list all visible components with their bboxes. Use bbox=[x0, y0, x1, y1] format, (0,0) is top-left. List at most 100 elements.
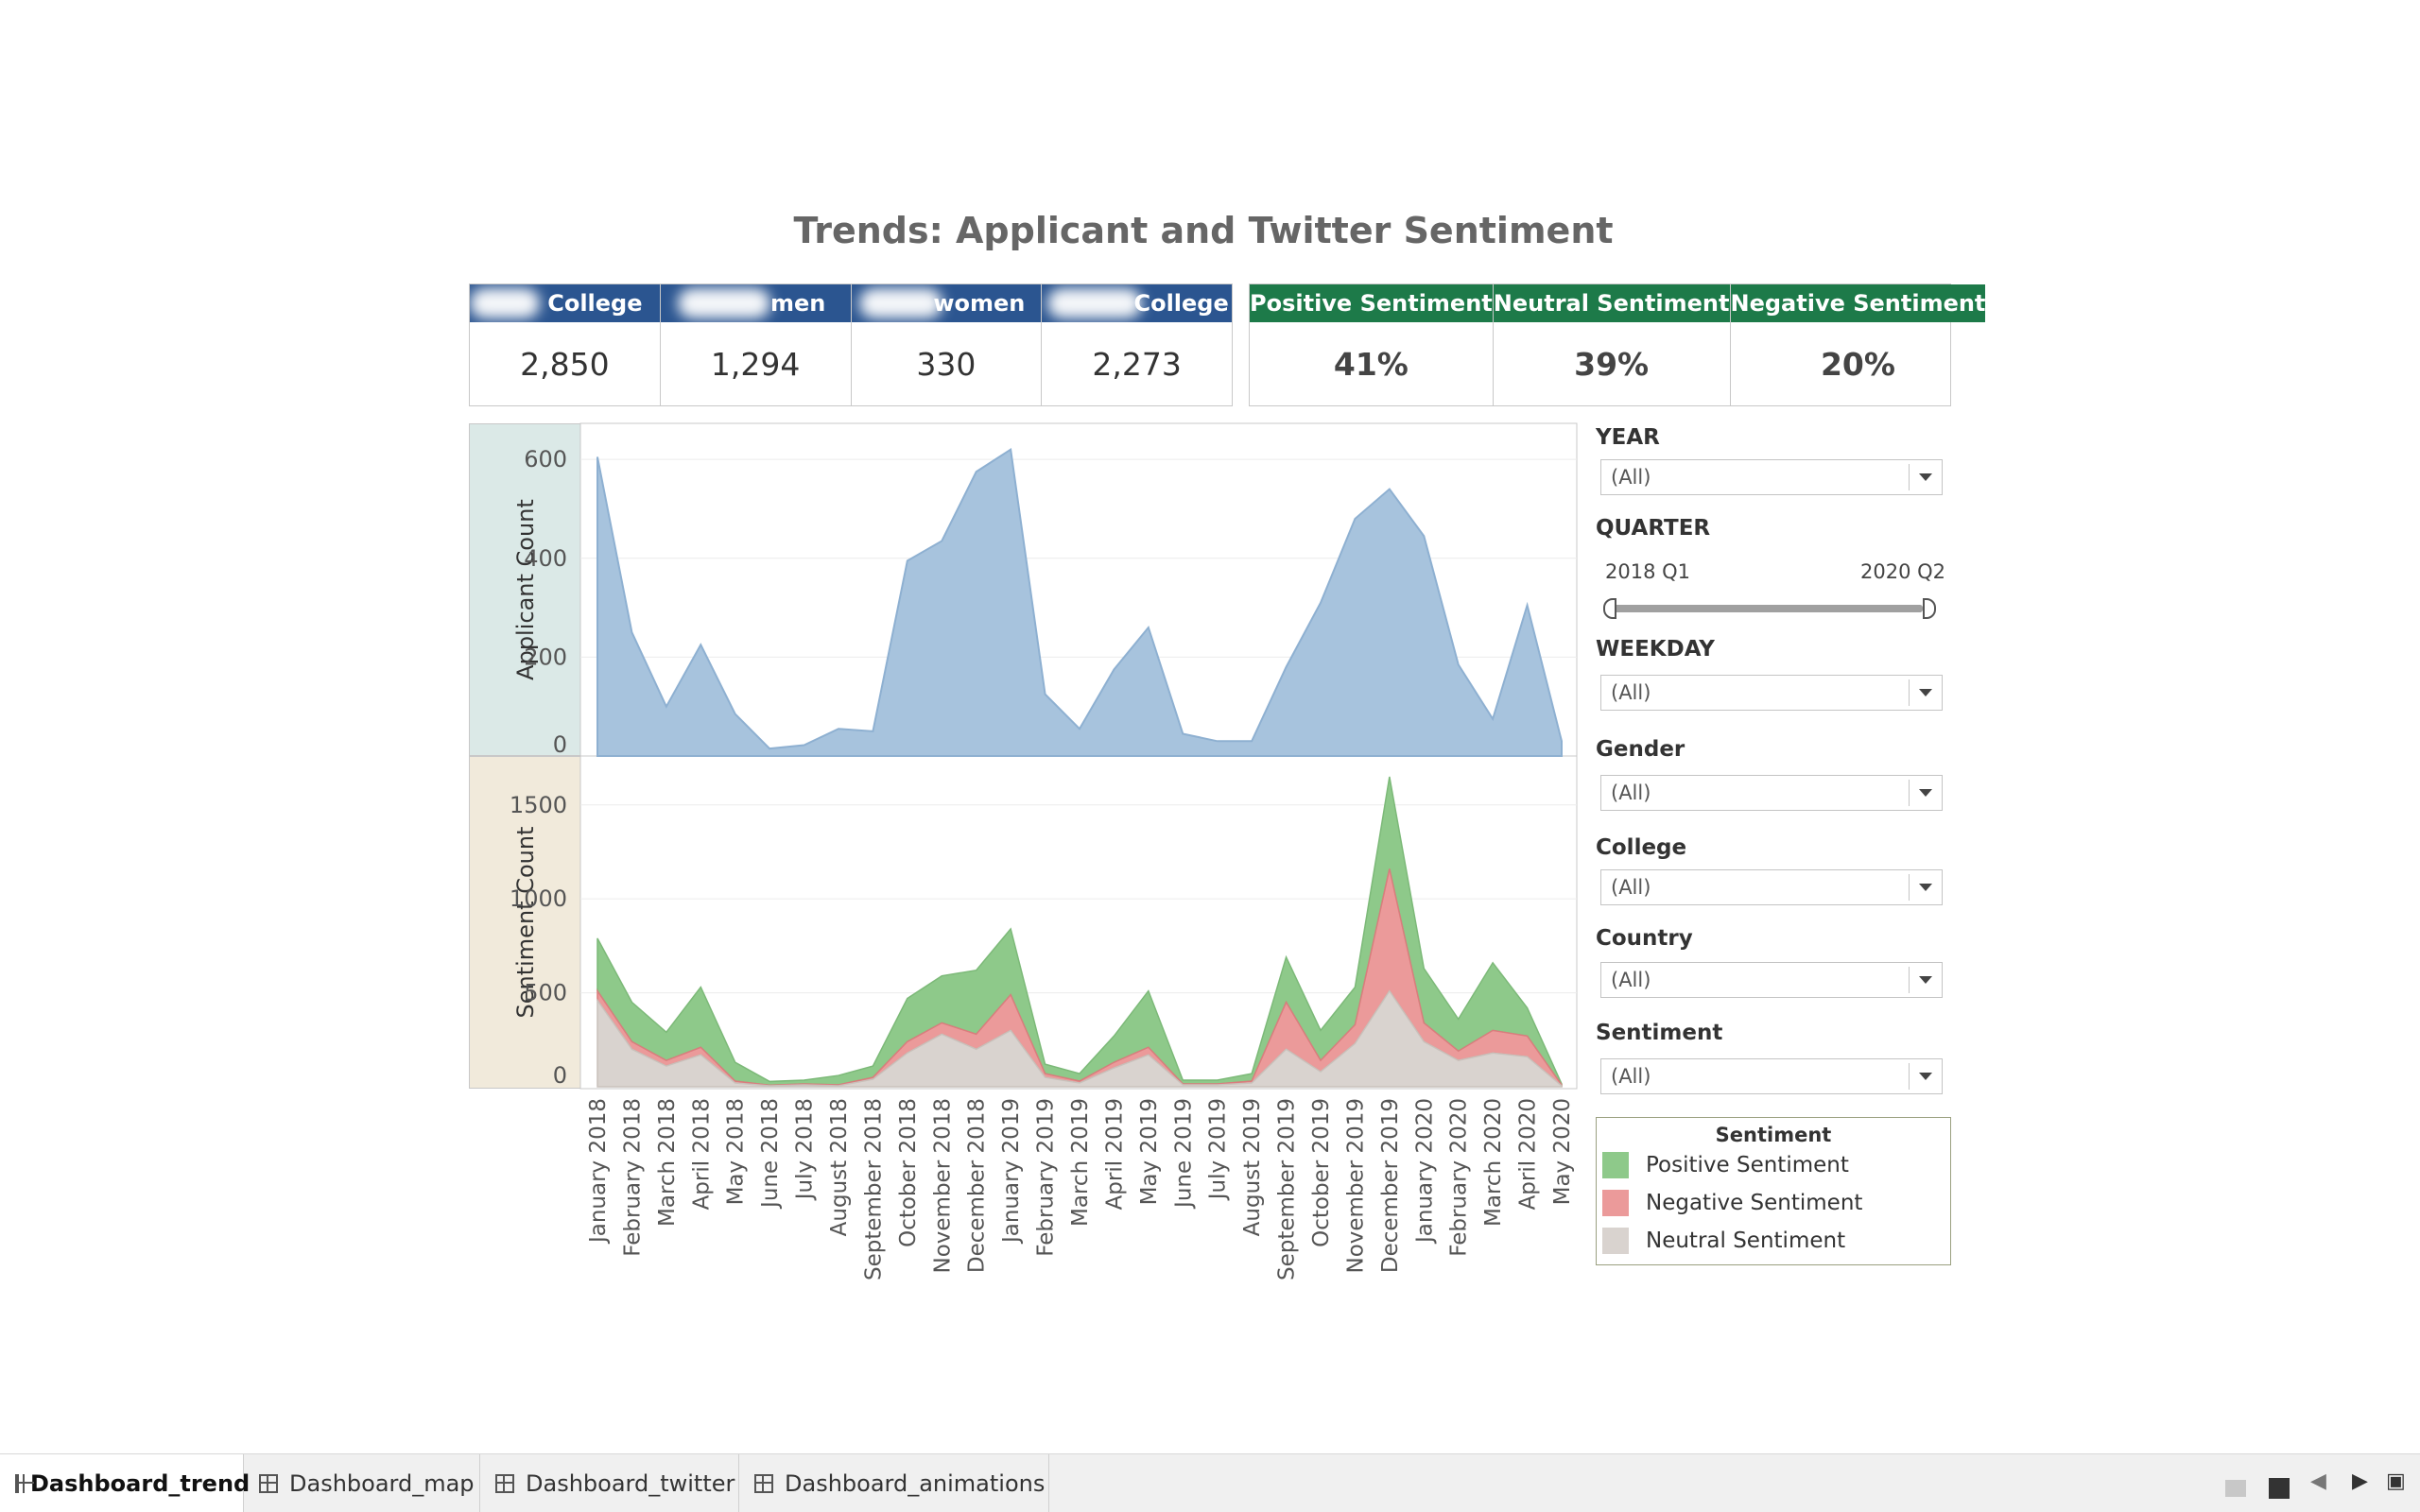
trend-charts[interactable]: 0 200 400 600 0 500 1000 1500 January 2018 Februa… bbox=[0, 0, 2420, 1304]
legend-swatch bbox=[1602, 1228, 1629, 1254]
college-dropdown-value: (All) bbox=[1611, 876, 1651, 899]
kpi-header: men bbox=[660, 284, 851, 322]
chevron-down-icon[interactable] bbox=[1919, 789, 1932, 797]
weekday-filter-label: WEEKDAY bbox=[1596, 637, 1715, 662]
dropdown-divider bbox=[1909, 874, 1910, 901]
applicant-axis-pane: Applicant Count bbox=[469, 423, 580, 756]
single-view-icon[interactable] bbox=[2269, 1478, 2290, 1499]
tab-label: Dashboard_animations bbox=[785, 1470, 1046, 1497]
kpi-value: 2,850 bbox=[520, 345, 610, 383]
sentiment-kpi-table: Positive Sentiment 41% Neutral Sentiment… bbox=[1249, 284, 1986, 406]
sentiment-dropdown[interactable]: (All) bbox=[1600, 1058, 1943, 1094]
x-tick-label: August 2019 bbox=[1240, 1098, 1265, 1236]
sentiment-dropdown-value: (All) bbox=[1611, 1065, 1651, 1088]
x-tick-label: March 2020 bbox=[1481, 1098, 1506, 1227]
sheet-tab-bar: Dashboard_trend Dashboard_map Dashboard_… bbox=[0, 1453, 2420, 1512]
x-tick-label: May 2019 bbox=[1137, 1098, 1162, 1205]
chevron-down-icon[interactable] bbox=[1919, 976, 1932, 984]
kpi-value: 39% bbox=[1574, 345, 1650, 383]
quarter-slider-track[interactable] bbox=[1611, 605, 1923, 612]
weekday-dropdown-value: (All) bbox=[1611, 681, 1651, 704]
x-tick-label: March 2018 bbox=[655, 1098, 680, 1227]
tab-dashboard-trend[interactable]: Dashboard_trend bbox=[0, 1454, 250, 1512]
dashboard-title: Trends: Applicant and Twitter Sentiment bbox=[793, 210, 1614, 251]
kpi-header: College bbox=[1042, 284, 1232, 322]
gender-filter-label: Gender bbox=[1596, 737, 1685, 762]
sentiment-filter-label: Sentiment bbox=[1596, 1021, 1723, 1045]
kpi-value: 1,294 bbox=[710, 345, 801, 383]
dropdown-divider bbox=[1909, 967, 1910, 993]
x-tick-label: January 2020 bbox=[1412, 1098, 1437, 1245]
dashboard-icon bbox=[259, 1474, 278, 1493]
kpi-value: 41% bbox=[1333, 345, 1409, 383]
dashboard-icon bbox=[15, 1474, 34, 1493]
y-tick-label: 400 bbox=[524, 545, 567, 572]
quarter-max-label: 2020 Q2 bbox=[1859, 560, 1945, 583]
tab-label: Dashboard_trend bbox=[30, 1470, 251, 1497]
dropdown-divider bbox=[1909, 780, 1910, 806]
year-dropdown-value: (All) bbox=[1611, 466, 1651, 489]
tab-dashboard-twitter[interactable]: Dashboard_twitter bbox=[480, 1454, 739, 1512]
legend-swatch bbox=[1602, 1152, 1629, 1178]
kpi-cell: women 330 bbox=[851, 284, 1043, 405]
next-sheet-icon[interactable]: ▶ bbox=[2352, 1469, 2368, 1493]
grid-view-icon[interactable] bbox=[2225, 1480, 2246, 1497]
quarter-slider-right-handle[interactable] bbox=[1923, 598, 1936, 619]
chevron-down-icon[interactable] bbox=[1919, 884, 1932, 891]
college-dropdown[interactable]: (All) bbox=[1600, 869, 1943, 905]
x-tick-label: March 2019 bbox=[1068, 1098, 1093, 1227]
dropdown-divider bbox=[1909, 1063, 1910, 1090]
x-tick-label: August 2018 bbox=[827, 1098, 852, 1236]
legend-swatch bbox=[1602, 1190, 1629, 1216]
tab-label: Dashboard_map bbox=[289, 1470, 475, 1497]
kpi-header: Neutral Sentiment bbox=[1493, 284, 1730, 322]
country-dropdown-value: (All) bbox=[1611, 969, 1651, 991]
chevron-down-icon[interactable] bbox=[1919, 473, 1932, 481]
neutral-sentiment-area bbox=[596, 989, 1563, 1088]
dashboard-icon bbox=[754, 1474, 773, 1493]
redaction-blur bbox=[1047, 288, 1143, 318]
tab-dashboard-animations[interactable]: Dashboard_animations bbox=[739, 1454, 1049, 1512]
year-dropdown[interactable]: (All) bbox=[1600, 459, 1943, 495]
kpi-cell: College 2,273 bbox=[1042, 284, 1232, 405]
gender-dropdown[interactable]: (All) bbox=[1600, 775, 1943, 811]
legend-item-neutral[interactable]: Neutral Sentiment bbox=[1597, 1222, 1950, 1260]
kpi-header-label: College bbox=[547, 290, 643, 317]
presentation-mode-icon[interactable]: ▣ bbox=[2386, 1469, 2406, 1493]
kpi-cell: College 2,850 bbox=[470, 284, 661, 405]
x-tick-label: October 2018 bbox=[896, 1098, 921, 1247]
x-tick-label: December 2018 bbox=[965, 1098, 990, 1273]
x-tick-label: June 2019 bbox=[1171, 1098, 1196, 1210]
x-tick-label: June 2018 bbox=[758, 1098, 783, 1210]
legend-item-positive[interactable]: Positive Sentiment bbox=[1597, 1146, 1950, 1184]
chevron-down-icon[interactable] bbox=[1919, 1073, 1932, 1080]
kpi-header-label: men bbox=[769, 290, 826, 317]
dropdown-divider bbox=[1909, 464, 1910, 490]
kpi-cell: Negative Sentiment 20% bbox=[1730, 284, 1986, 405]
x-tick-label: July 2018 bbox=[793, 1098, 818, 1201]
legend-item-negative[interactable]: Negative Sentiment bbox=[1597, 1184, 1950, 1222]
country-dropdown[interactable]: (All) bbox=[1600, 962, 1943, 998]
x-tick-label: January 2018 bbox=[586, 1098, 611, 1245]
y-tick-label: 0 bbox=[553, 1062, 567, 1089]
x-tick-label: April 2020 bbox=[1516, 1098, 1541, 1210]
x-tick-label: September 2019 bbox=[1275, 1098, 1300, 1280]
x-tick-label: February 2020 bbox=[1447, 1098, 1472, 1257]
x-tick-label: October 2019 bbox=[1309, 1098, 1334, 1247]
gender-dropdown-value: (All) bbox=[1611, 782, 1651, 804]
kpi-value: 330 bbox=[916, 345, 977, 383]
kpi-cell: men 1,294 bbox=[660, 284, 852, 405]
y-tick-label: 0 bbox=[553, 731, 567, 758]
previous-sheet-icon[interactable]: ◀ bbox=[2310, 1469, 2326, 1493]
x-tick-label: December 2019 bbox=[1378, 1098, 1403, 1273]
tab-dashboard-map[interactable]: Dashboard_map bbox=[244, 1454, 480, 1512]
dropdown-divider bbox=[1909, 679, 1910, 706]
x-tick-label: September 2018 bbox=[861, 1098, 886, 1280]
y-tick-label: 1500 bbox=[510, 792, 567, 818]
kpi-header-label: women bbox=[933, 290, 1026, 317]
chevron-down-icon[interactable] bbox=[1919, 689, 1932, 696]
weekday-dropdown[interactable]: (All) bbox=[1600, 675, 1943, 711]
quarter-slider-left-handle[interactable] bbox=[1603, 598, 1616, 619]
sentiment-axis-pane: Sentiment Count bbox=[469, 756, 580, 1089]
x-tick-label: November 2019 bbox=[1343, 1098, 1368, 1274]
